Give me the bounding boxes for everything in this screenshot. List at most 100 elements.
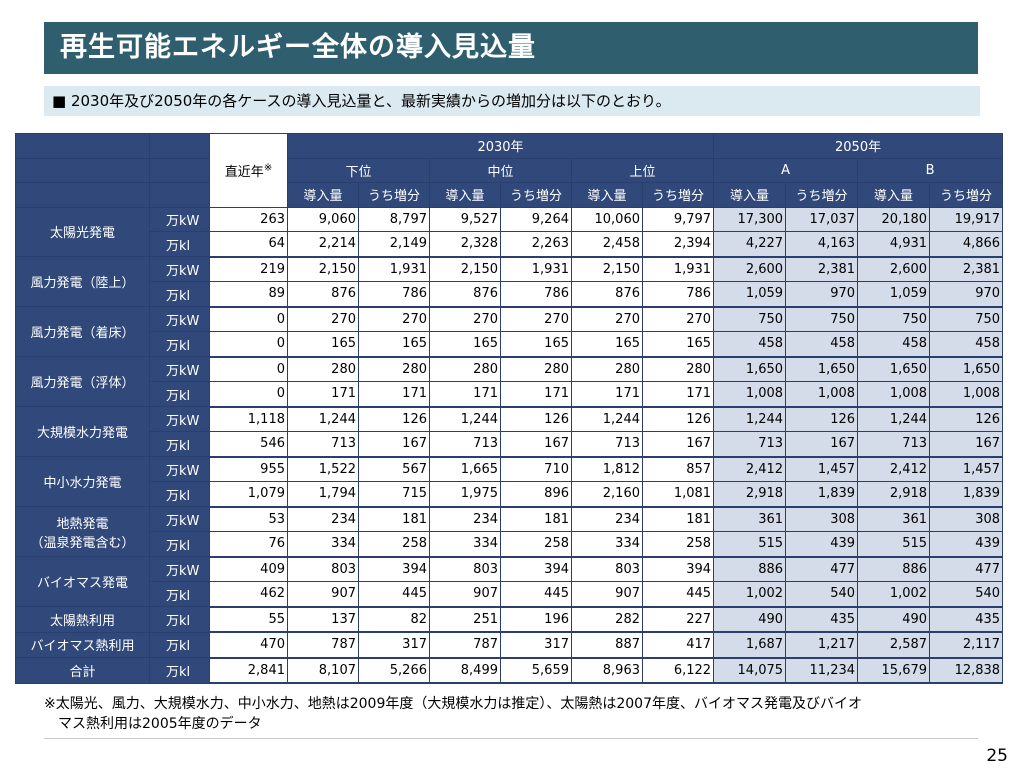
- increase-value: 1,217: [785, 631, 859, 659]
- installed-value: 234: [287, 506, 359, 532]
- increase-value: 258: [358, 531, 430, 558]
- increase-value: 280: [500, 356, 572, 382]
- installed-value: 1,008: [713, 381, 787, 408]
- near-year-value: 0: [209, 331, 288, 358]
- installed-value: 2,918: [713, 481, 787, 508]
- installed-value: 2,412: [857, 456, 931, 482]
- installed-value: 713: [429, 431, 501, 458]
- increase-value: 1,839: [785, 481, 859, 508]
- category-label: バイオマス発電: [15, 556, 150, 607]
- table-row: 万kl 0 165 165 165 165 165 165 458 458 458 458: [16, 331, 1004, 358]
- near-year-value: 462: [209, 581, 288, 608]
- unit-label: 万kW: [149, 456, 210, 482]
- unit-label: 万kl: [149, 431, 210, 457]
- installed-value: 2,587: [857, 631, 931, 659]
- increase-value: 165: [500, 331, 572, 358]
- installed-value: 2,214: [287, 231, 359, 258]
- increase-value: 786: [500, 281, 572, 308]
- table-row: 太陽光発電 万kW 263 9,060 8,797 9,527 9,264 10,060 9,7…: [15, 206, 1004, 257]
- near-year-value: 0: [209, 306, 288, 332]
- installed-value: 9,060: [287, 206, 359, 232]
- increase-value: 445: [500, 581, 572, 608]
- increase-value: 439: [929, 531, 1004, 558]
- increase-value: 1,008: [929, 381, 1004, 408]
- category-label: 地熱発電 （温泉発電含む）: [15, 506, 150, 557]
- increase-value: 171: [641, 381, 715, 408]
- installed-value: 886: [857, 556, 931, 582]
- installed-value: 270: [571, 306, 643, 332]
- increase-value: 1,457: [929, 456, 1004, 482]
- installed-value: 1,244: [713, 406, 787, 432]
- installed-value: 713: [857, 431, 931, 458]
- unit-label: 万kW: [149, 556, 210, 582]
- installed-value: 907: [287, 581, 359, 608]
- near-year-value: 1,118: [209, 406, 288, 432]
- installed-value: 787: [429, 631, 501, 659]
- increase-value: 8,797: [358, 206, 430, 232]
- increase-value: 126: [641, 406, 715, 432]
- increase-value: 270: [500, 306, 572, 332]
- increase-value: 181: [500, 506, 572, 532]
- installed-value: 270: [287, 306, 359, 332]
- increase-value: 12,838: [929, 657, 1004, 684]
- increase-value: 9,797: [641, 206, 715, 232]
- near-year-value: 0: [209, 381, 288, 408]
- increase-value: 2,117: [929, 631, 1004, 659]
- unit-label: 万kW: [149, 356, 210, 382]
- category-label: 中小水力発電: [15, 456, 150, 507]
- increase-value: 2,381: [929, 256, 1004, 282]
- installed-value: 458: [713, 331, 787, 358]
- near-year-value: 470: [209, 631, 288, 659]
- header-installed: 導入量: [287, 182, 359, 208]
- installed-value: 334: [287, 531, 359, 558]
- installed-value: 886: [713, 556, 787, 582]
- installed-value: 280: [287, 356, 359, 382]
- increase-value: 710: [500, 456, 572, 482]
- increase-value: 2,263: [500, 231, 572, 258]
- category-name: 風力発電（陸上）: [30, 276, 135, 291]
- increase-value: 165: [641, 331, 715, 358]
- installed-value: 4,931: [857, 231, 931, 258]
- installed-value: 1,687: [713, 631, 787, 659]
- category-name: 大規模水力発電: [36, 426, 128, 441]
- header-installed: 導入量: [429, 182, 501, 208]
- data-table: 直近年※ 2030年 2050年 下位 中位 上位 A B 導入量 うち増分 導入量…: [15, 133, 1004, 684]
- header-case: B: [857, 157, 1004, 183]
- installed-value: 280: [571, 356, 643, 382]
- installed-value: 1,650: [713, 356, 787, 382]
- category-name: バイオマス熱利用: [30, 639, 135, 655]
- increase-value: 458: [929, 331, 1004, 358]
- increase-value: 394: [500, 556, 572, 582]
- header-installed: 導入量: [571, 182, 643, 208]
- installed-value: 750: [857, 306, 931, 332]
- installed-value: 1,665: [429, 456, 501, 482]
- header-case: 上位: [570, 157, 715, 183]
- installed-value: 251: [429, 606, 501, 633]
- near-year-value: 89: [209, 281, 288, 308]
- header-case: 下位: [287, 157, 430, 183]
- header-increase: うち増分: [785, 182, 859, 208]
- installed-value: 803: [287, 556, 359, 582]
- installed-value: 876: [429, 281, 501, 308]
- near-year-value: 1,079: [209, 481, 288, 508]
- footnote-line: ※太陽光、風力、大規模水力、中小水力、地熱は2009年度（大規模水力は推定）、太…: [44, 696, 862, 712]
- increase-value: 227: [641, 606, 715, 633]
- unit-label: 万kl: [149, 481, 210, 507]
- installed-value: 8,499: [429, 657, 501, 684]
- increase-value: 126: [785, 406, 859, 432]
- category-name: 風力発電（浮体）: [30, 376, 135, 391]
- near-year-value: 546: [209, 431, 288, 458]
- near-year-value: 263: [209, 206, 288, 232]
- table-row: 風力発電（浮体） 万kW 0 280 280 280 280 280 280 1,650 1,650…: [15, 356, 1004, 407]
- increase-value: 308: [785, 506, 859, 532]
- header-blank: [15, 157, 150, 183]
- header-blank: [15, 182, 150, 208]
- increase-value: 5,266: [358, 657, 430, 684]
- table-row: 大規模水力発電 万kW 1,118 1,244 126 1,244 126 1,244 126 1…: [15, 406, 1004, 457]
- increase-value: 896: [500, 481, 572, 508]
- increase-value: 857: [641, 456, 715, 482]
- installed-value: 270: [429, 306, 501, 332]
- category-label: 太陽熱利用: [15, 606, 150, 633]
- installed-value: 490: [713, 606, 787, 633]
- installed-value: 2,600: [857, 256, 931, 282]
